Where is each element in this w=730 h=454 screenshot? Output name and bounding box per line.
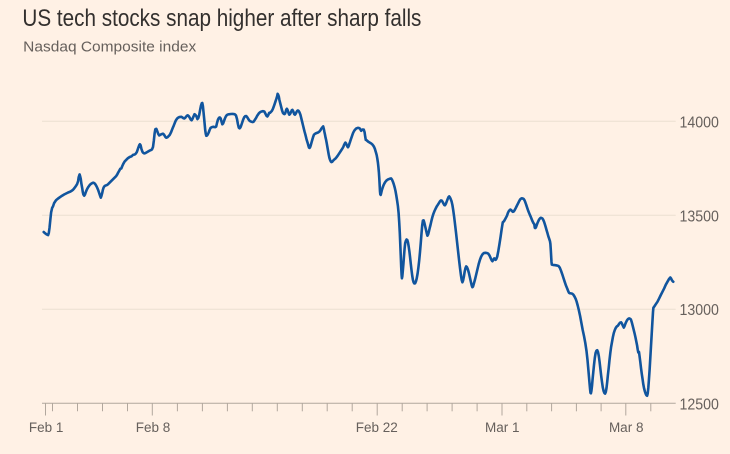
svg-text:13500: 13500: [680, 208, 720, 225]
svg-text:Feb 8: Feb 8: [136, 420, 171, 435]
svg-text:12500: 12500: [680, 396, 720, 413]
svg-text:14000: 14000: [680, 114, 720, 131]
svg-text:Mar 1: Mar 1: [485, 420, 520, 435]
svg-text:US tech stocks snap higher aft: US tech stocks snap higher after sharp f…: [22, 5, 421, 32]
svg-text:Mar 8: Mar 8: [609, 420, 644, 435]
svg-text:13000: 13000: [680, 302, 720, 319]
svg-text:Nasdaq Composite index: Nasdaq Composite index: [23, 39, 197, 56]
svg-text:Feb 22: Feb 22: [356, 420, 398, 435]
svg-text:Feb 1: Feb 1: [29, 420, 64, 435]
